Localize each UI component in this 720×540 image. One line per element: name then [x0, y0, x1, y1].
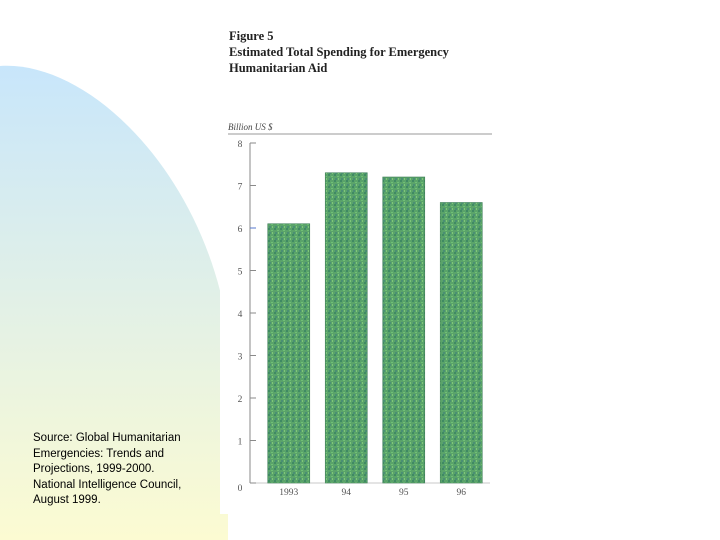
y-tick-label: 6	[238, 225, 243, 235]
y-tick-label: 8	[238, 140, 243, 150]
x-tick-label: 95	[399, 488, 409, 498]
x-tick-label: 94	[342, 488, 352, 498]
figure-title-line: Humanitarian Aid	[229, 61, 328, 75]
bar-94	[324, 172, 368, 484]
y-tick-label: 4	[238, 310, 243, 320]
y-tick-label: 2	[238, 395, 243, 405]
figure-title-line: Estimated Total Spending for Emergency	[229, 45, 449, 59]
y-tick-label: 1	[238, 438, 243, 448]
y-tick-label: 5	[238, 268, 243, 278]
source-line: Projections, 1999-2000.	[33, 463, 155, 476]
source-note: Source: Global Humanitarian Emergencies:…	[33, 431, 213, 509]
source-line: National Intelligence Council,	[33, 478, 182, 491]
bar-1993	[267, 223, 311, 484]
y-axis-label: Billion US $	[228, 122, 273, 132]
y-tick-label: 7	[238, 183, 243, 193]
source-line: August 1999.	[33, 494, 101, 507]
source-line: Emergencies: Trends and	[33, 447, 165, 460]
x-tick-label: 1993	[279, 488, 298, 498]
source-line: Source: Global Humanitarian	[33, 432, 181, 444]
y-tick-label: 0	[238, 484, 243, 494]
y-tick-label: 3	[238, 353, 243, 363]
figure-label: Figure 5	[229, 29, 274, 43]
figure-panel: Figure 5 Estimated Total Spending for Em…	[220, 18, 506, 514]
figure-title: Figure 5 Estimated Total Spending for Em…	[229, 28, 499, 76]
bar-95	[382, 176, 426, 484]
bar-chart: Billion US $ 0 1 2 3 4 5 6 7 8 1993 94 95 96	[228, 122, 492, 498]
bar-96	[439, 202, 483, 484]
x-tick-label: 96	[457, 488, 467, 498]
